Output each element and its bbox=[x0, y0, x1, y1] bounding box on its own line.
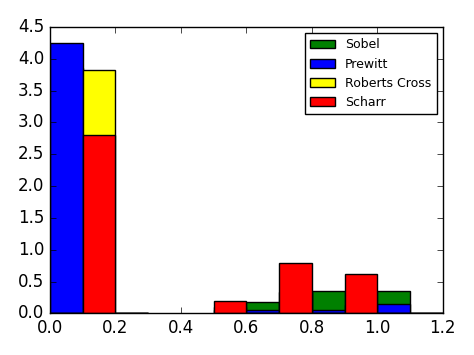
Bar bbox=[246, 310, 279, 313]
Bar bbox=[214, 310, 246, 313]
Bar bbox=[377, 291, 410, 313]
Bar bbox=[312, 310, 345, 313]
Bar bbox=[214, 301, 246, 313]
Bar bbox=[312, 291, 345, 313]
Bar bbox=[279, 293, 312, 313]
Bar bbox=[50, 43, 82, 313]
Bar bbox=[246, 302, 279, 313]
Bar bbox=[377, 304, 410, 313]
Bar bbox=[345, 305, 377, 313]
Bar bbox=[279, 262, 312, 313]
Bar bbox=[345, 274, 377, 313]
Bar bbox=[50, 69, 82, 313]
Bar bbox=[214, 307, 246, 313]
Bar bbox=[82, 70, 115, 313]
Legend: Sobel, Prewitt, Roberts Cross, Scharr: Sobel, Prewitt, Roberts Cross, Scharr bbox=[305, 33, 437, 114]
Bar bbox=[82, 135, 115, 313]
